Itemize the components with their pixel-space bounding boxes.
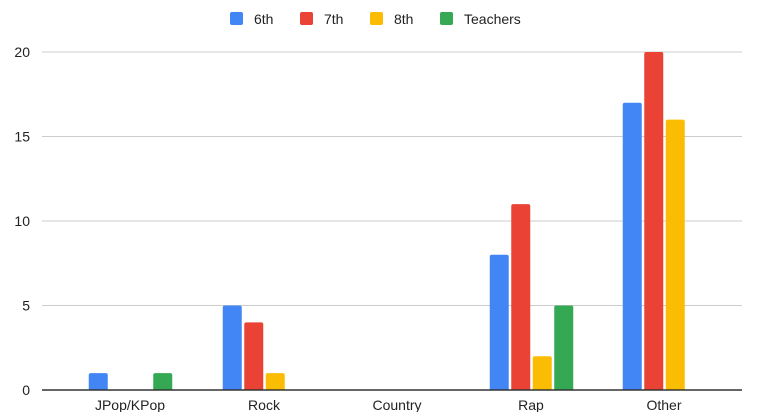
x-tick-label-jpop-kpop: JPop/KPop (95, 397, 165, 412)
legend-item-8th[interactable]: 8th (370, 11, 413, 27)
legend-label-teachers: Teachers (464, 11, 521, 27)
legend-label-8th: 8th (394, 11, 413, 27)
bar-8th-rap (532, 356, 552, 390)
legend-swatch-8th (370, 12, 383, 25)
bar-6th-jpop-kpop (88, 373, 108, 390)
bar-7th-other (644, 52, 664, 390)
legend-item-teachers[interactable]: Teachers (440, 11, 521, 27)
y-tick-label-20: 20 (14, 44, 30, 60)
y-tick-label-5: 5 (22, 298, 30, 314)
bar-7th-rap (511, 204, 531, 390)
legend-swatch-7th (300, 12, 313, 25)
bar-8th-other (665, 119, 685, 390)
x-tick-label-country: Country (372, 397, 421, 412)
bar-6th-other (622, 102, 642, 390)
legend-item-6th[interactable]: 6th (230, 11, 273, 27)
y-tick-label-10: 10 (14, 213, 30, 229)
legend-label-7th: 7th (324, 11, 343, 27)
y-tick-label-15: 15 (14, 129, 30, 145)
bar-7th-rock (244, 322, 264, 390)
legend-swatch-6th (230, 12, 243, 25)
bar-8th-rock (265, 373, 285, 390)
bar-teachers-jpop-kpop (153, 373, 173, 390)
bar-teachers-rap (554, 305, 574, 390)
legend-swatch-teachers (440, 12, 453, 25)
x-tick-label-rap: Rap (518, 397, 544, 412)
x-axis-ticks: JPop/KPop Rock Country Rap Other (95, 397, 682, 412)
y-tick-label-0: 0 (22, 382, 30, 398)
legend-label-6th: 6th (254, 11, 273, 27)
bars (88, 52, 685, 390)
x-tick-label-rock: Rock (248, 397, 281, 412)
y-axis-ticks: 0 5 10 15 20 (14, 44, 30, 398)
legend: 6th 7th 8th Teachers (230, 11, 521, 27)
bar-6th-rock (222, 305, 242, 390)
bar-6th-rap (489, 254, 509, 390)
x-tick-label-other: Other (646, 397, 681, 412)
legend-item-7th[interactable]: 7th (300, 11, 343, 27)
